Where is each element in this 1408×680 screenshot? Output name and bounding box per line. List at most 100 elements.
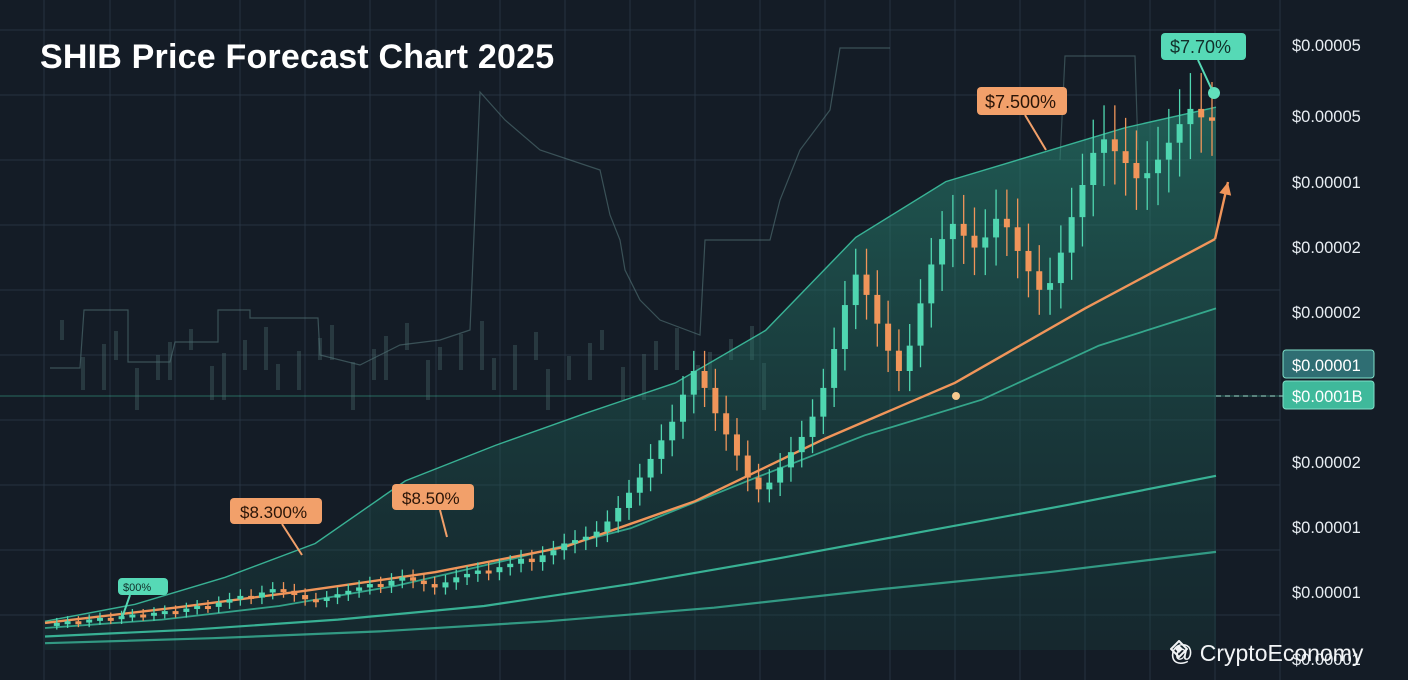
candle-body [356,587,363,591]
ghost-bar [384,336,388,380]
candlestick [1111,105,1118,185]
candlestick [388,573,395,593]
candle-body [453,577,460,583]
candlestick [582,526,589,551]
candlestick [928,237,935,328]
candlestick [1176,89,1183,177]
candlestick [960,194,967,264]
candlestick [96,612,103,625]
candlestick [658,424,665,474]
candlestick [755,463,762,503]
candle-body [669,421,676,441]
candlestick [1003,189,1010,257]
forecast-arrow-head [1219,182,1232,196]
annotations: $00% $8.300% $8.50% $7.500% $7.70% [118,33,1246,619]
candlestick [593,521,600,547]
ghost-bar [297,351,301,390]
ghost-bar [135,368,139,410]
candle-body [787,452,794,468]
candle-body [215,602,222,607]
candlestick [507,555,514,576]
ghost-bar [405,323,409,350]
annotation-callout: $7.500% [977,87,1067,151]
annotation-label: $8.300% [240,503,307,522]
candle-body [1144,173,1151,179]
candle-body [982,237,989,248]
candle-body [420,580,427,585]
candlestick [841,280,848,371]
candlestick [194,600,201,615]
candlestick [312,592,319,608]
candle-body [1165,142,1172,160]
candlestick [874,270,881,347]
ghost-bar [372,349,376,380]
candlestick [442,574,449,595]
candlestick [431,576,438,595]
candle-body [64,621,71,625]
candle-body [1047,283,1054,290]
candlestick [917,279,924,368]
candle-body [107,617,114,621]
candle-body [539,555,546,563]
candlestick [1079,153,1086,247]
candle-body [939,239,946,265]
candlestick [237,589,244,606]
candle-body [96,617,103,621]
end-point-marker [1208,87,1220,99]
candlestick [820,368,827,435]
candlestick [1014,198,1021,279]
ghost-bar [168,342,172,380]
annotation-pointer [281,523,303,556]
ghost-bar [102,344,106,390]
candlestick [280,582,287,598]
candlestick [971,207,978,276]
candle-body [885,323,892,351]
candlestick [453,569,460,590]
candle-body [993,218,1000,238]
annotation-callout: $8.50% [392,484,474,538]
ghost-bar [351,362,355,410]
candlestick [1057,225,1064,309]
candlestick [831,327,838,408]
candle-body [269,589,276,593]
candlestick [323,591,330,608]
candle-body [1057,252,1064,284]
candle-body [172,611,179,615]
candlestick [572,530,579,554]
candle-body [852,274,859,306]
candlestick [939,211,946,291]
candlestick [345,583,352,601]
candlestick [302,588,309,606]
forecast-area [45,107,1216,650]
candlestick-series [53,73,1215,630]
ghost-bar [492,358,496,390]
candlestick [626,479,632,520]
candlestick [334,587,341,605]
candlestick [1155,126,1162,206]
candlestick [183,602,190,618]
candlestick [226,592,233,609]
candle-body [809,416,816,437]
watermark-text: @ CryptoEconomy [1170,640,1364,666]
candlestick [539,546,546,571]
ghost-bar [600,330,604,350]
candle-body [528,558,535,563]
candlestick [690,350,697,414]
annotation-label: $00% [123,582,151,594]
candle-body [712,387,719,414]
diamond-logo-icon [1170,640,1188,658]
y-axis-tick-label: $0.00002 [1292,304,1361,322]
annotation-pointer [1197,59,1213,91]
candle-body [647,458,654,478]
ghost-bar [459,334,463,370]
ghost-bar [675,328,679,370]
annotation-callout: $7.70% [1161,33,1246,91]
candle-body [53,622,60,626]
candle-body [820,387,827,417]
annotation-label: $8.50% [402,489,460,508]
candlestick [949,194,956,268]
candle-body [204,606,211,610]
candlestick [777,453,784,497]
candlestick [982,209,989,276]
